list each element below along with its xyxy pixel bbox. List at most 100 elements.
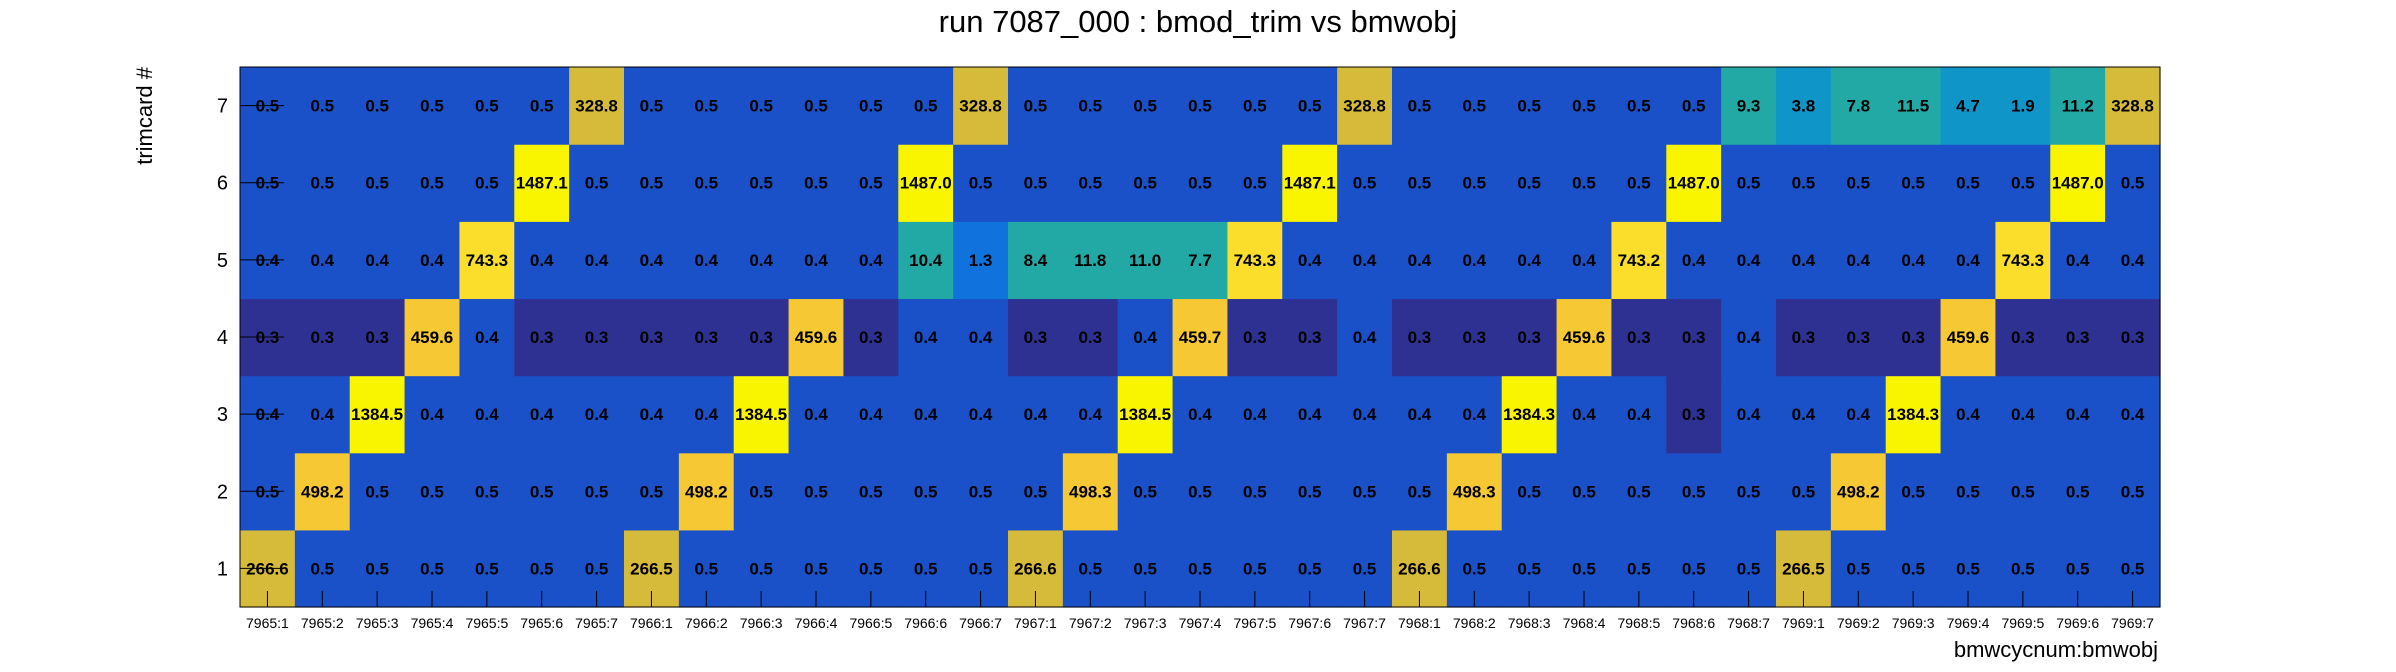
y-tick-label: 1 — [217, 558, 228, 580]
cell-value-label: 0.4 — [1846, 405, 1870, 424]
heatmap-cell — [1446, 67, 1503, 145]
cell-value-label: 0.5 — [365, 482, 389, 501]
heatmap-cell — [1501, 375, 1558, 454]
cell-value-label: 0.5 — [1901, 482, 1925, 501]
heatmap-cell — [1501, 221, 1558, 300]
cell-value-label: 0.4 — [1298, 405, 1322, 424]
cell-value-label: 0.5 — [475, 482, 499, 501]
cell-value-label: 0.5 — [1956, 482, 1980, 501]
heatmap-cell — [1172, 67, 1229, 145]
heatmap-cell — [1392, 452, 1448, 531]
heatmap-cell — [1885, 67, 1942, 145]
cell-value-label: 0.4 — [694, 251, 718, 270]
cell-value-label: 0.4 — [914, 405, 938, 424]
heatmap-cell — [898, 221, 954, 300]
heatmap-cell — [1830, 67, 1887, 145]
cell-value-label: 0.4 — [1792, 251, 1816, 270]
heatmap-cell — [624, 221, 680, 300]
cell-value-label: 1384.5 — [1119, 405, 1171, 424]
heatmap-cell — [2050, 144, 2106, 222]
cell-value-label: 0.5 — [2121, 482, 2145, 501]
cell-value-label: 0.4 — [1737, 405, 1761, 424]
heatmap-cell — [733, 298, 790, 377]
cell-value-label: 0.5 — [1792, 482, 1816, 501]
heatmap-cell — [1501, 452, 1558, 531]
cell-value-label: 0.5 — [1737, 482, 1761, 501]
heatmap-cell — [1556, 298, 1613, 377]
cell-value-label: 0.4 — [859, 251, 883, 270]
cell-value-label: 498.3 — [1453, 482, 1496, 501]
heatmap-cell — [1666, 375, 1722, 454]
cell-value-label: 1.3 — [969, 251, 993, 270]
cell-value-label: 9.3 — [1737, 97, 1761, 116]
y-tick-label: 7 — [217, 96, 228, 118]
cell-value-label: 0.5 — [1353, 482, 1377, 501]
cell-value-label: 0.5 — [1846, 174, 1870, 193]
cell-value-label: 0.3 — [2066, 328, 2090, 347]
heatmap-cell — [678, 144, 735, 222]
cell-value-label: 0.5 — [749, 97, 773, 116]
heatmap-cell — [514, 221, 570, 300]
heatmap-cell — [1282, 144, 1338, 222]
heatmap-cell — [624, 452, 680, 531]
cell-value-label: 0.4 — [310, 251, 334, 270]
x-tick-label: 7965:5 — [465, 615, 508, 631]
cell-value-label: 0.5 — [1901, 559, 1925, 578]
cell-value-label: 0.5 — [1792, 174, 1816, 193]
cell-value-label: 0.3 — [1298, 328, 1322, 347]
x-tick-label: 7965:6 — [520, 615, 563, 631]
cell-value-label: 743.3 — [466, 251, 509, 270]
cell-value-label: 0.5 — [585, 174, 609, 193]
heatmap-cell — [459, 298, 515, 377]
heatmap-cell — [1885, 221, 1942, 300]
cell-value-label: 0.4 — [1188, 405, 1212, 424]
cell-value-label: 0.4 — [969, 405, 993, 424]
cell-value-label: 1.9 — [2011, 97, 2035, 116]
heatmap-cell — [2105, 298, 2161, 377]
cell-value-label: 0.5 — [1572, 97, 1596, 116]
heatmap-cell — [349, 67, 406, 145]
heatmap-cell — [1117, 144, 1174, 222]
y-tick-label: 2 — [217, 481, 228, 503]
heatmap-cell — [624, 67, 680, 145]
heatmap-cell — [1172, 144, 1229, 222]
cell-value-label: 0.4 — [1792, 405, 1816, 424]
heatmap-cell — [1611, 452, 1667, 531]
cell-value-label: 0.4 — [1627, 405, 1651, 424]
heatmap-cell — [1008, 221, 1064, 300]
x-tick-label: 7968:3 — [1508, 615, 1551, 631]
heatmap-cell — [843, 67, 899, 145]
heatmap-cell — [459, 375, 515, 454]
cell-value-label: 0.4 — [1353, 251, 1377, 270]
heatmap-cell — [1117, 67, 1174, 145]
cell-value-label: 0.3 — [1243, 328, 1267, 347]
y-tick-label: 3 — [217, 404, 228, 426]
cell-value-label: 0.5 — [859, 174, 883, 193]
heatmap-cell — [1227, 452, 1283, 531]
cell-value-label: 0.5 — [2066, 482, 2090, 501]
cell-value-label: 0.5 — [1956, 559, 1980, 578]
cell-value-label: 0.5 — [1572, 482, 1596, 501]
cell-value-label: 0.5 — [1627, 97, 1651, 116]
x-tick-label: 7967:5 — [1233, 615, 1276, 631]
heatmap-cell — [569, 375, 625, 454]
heatmap-cell — [733, 144, 790, 222]
x-tick-label: 7968:5 — [1617, 615, 1660, 631]
heatmap-cell — [1885, 298, 1942, 377]
heatmap-cell — [514, 298, 570, 377]
heatmap-cell — [1611, 298, 1667, 377]
cell-value-label: 0.3 — [310, 328, 334, 347]
heatmap-cell — [1666, 221, 1722, 300]
cell-value-label: 0.5 — [640, 97, 664, 116]
cell-value-label: 0.5 — [804, 97, 828, 116]
cell-value-label: 328.8 — [959, 97, 1002, 116]
cell-value-label: 0.5 — [1243, 97, 1267, 116]
heatmap-cell — [1940, 144, 1997, 222]
heatmap-cell — [1830, 375, 1887, 454]
cell-value-label: 0.5 — [1517, 482, 1541, 501]
cell-value-label: 1487.1 — [1284, 174, 1336, 193]
cell-value-label: 0.5 — [530, 482, 554, 501]
cell-value-label: 10.4 — [909, 251, 943, 270]
heatmap-cell — [569, 144, 625, 222]
heatmap-cell — [898, 144, 954, 222]
